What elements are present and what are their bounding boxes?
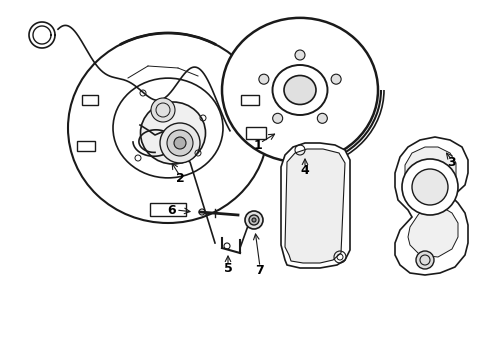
FancyBboxPatch shape [82,95,98,105]
Circle shape [318,113,327,123]
Circle shape [167,130,193,156]
Ellipse shape [272,65,327,115]
Text: 3: 3 [448,156,456,168]
Ellipse shape [222,18,378,162]
Circle shape [174,137,186,149]
Circle shape [331,74,341,84]
FancyBboxPatch shape [241,95,259,105]
Circle shape [272,113,283,123]
Polygon shape [150,203,186,216]
Circle shape [416,251,434,269]
Text: 5: 5 [223,261,232,275]
Circle shape [295,50,305,60]
Polygon shape [281,143,350,268]
Circle shape [252,218,256,222]
Circle shape [402,159,458,215]
Text: 7: 7 [256,264,265,276]
Ellipse shape [141,102,205,164]
Text: 4: 4 [301,163,309,176]
Circle shape [412,169,448,205]
Text: 6: 6 [168,203,176,216]
FancyBboxPatch shape [246,127,266,139]
Polygon shape [405,147,458,257]
Text: 2: 2 [175,171,184,185]
Circle shape [245,211,263,229]
FancyBboxPatch shape [77,141,95,151]
Text: 1: 1 [254,139,262,152]
Ellipse shape [68,33,268,223]
Polygon shape [285,149,345,263]
Circle shape [160,123,200,163]
Ellipse shape [113,78,223,178]
Circle shape [249,215,259,225]
Circle shape [259,74,269,84]
Ellipse shape [284,76,316,104]
Circle shape [151,98,175,122]
Polygon shape [395,137,468,275]
